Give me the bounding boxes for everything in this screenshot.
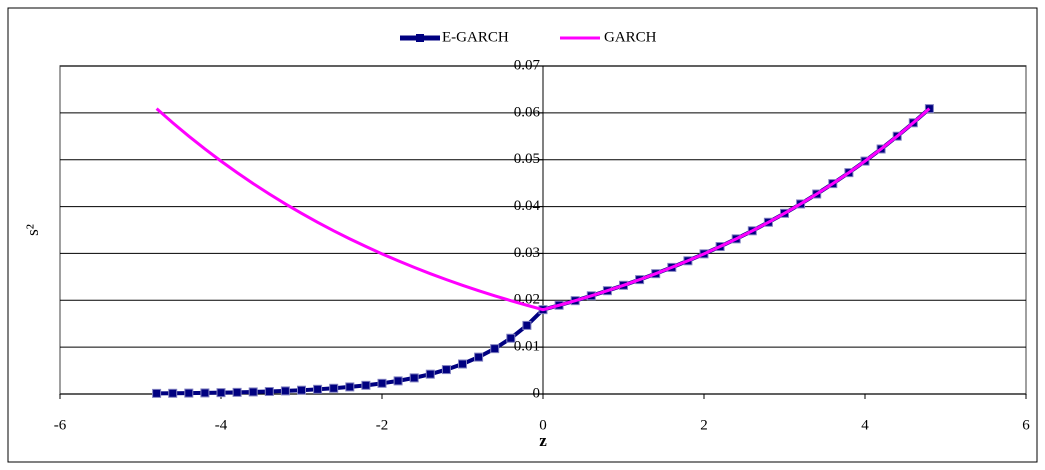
marker: [280, 386, 290, 396]
marker: [393, 376, 403, 386]
y-tick-label: 0: [533, 385, 541, 401]
x-axis-label: z: [539, 431, 547, 450]
marker: [200, 388, 210, 398]
marker: [313, 384, 323, 394]
marker: [506, 333, 516, 343]
x-tick-label: 0: [539, 417, 547, 433]
marker: [522, 320, 532, 330]
marker: [264, 387, 274, 397]
marker: [232, 387, 242, 397]
marker: [152, 388, 162, 398]
legend-marker: [416, 34, 424, 42]
legend-label: E-GARCH: [442, 29, 509, 45]
marker: [216, 388, 226, 398]
marker: [184, 388, 194, 398]
y-tick-label: 0.01: [514, 339, 540, 355]
legend-label: GARCH: [604, 29, 657, 45]
x-tick-label: 6: [1022, 417, 1030, 433]
marker: [490, 344, 500, 354]
x-tick-label: 2: [700, 417, 708, 433]
y-tick-label: 0.06: [514, 104, 541, 120]
x-tick-label: -4: [215, 417, 228, 433]
marker: [458, 359, 467, 369]
marker: [361, 380, 371, 390]
y-tick-label: 0.03: [514, 245, 540, 261]
marker: [441, 365, 451, 375]
marker: [425, 369, 435, 379]
series-line: [155, 107, 931, 312]
marker: [345, 382, 355, 392]
marker: [474, 352, 484, 362]
x-tick-label: -2: [376, 417, 389, 433]
x-tick-label: 4: [861, 417, 869, 433]
marker: [168, 388, 178, 398]
marker: [248, 387, 258, 397]
marker: [409, 373, 419, 383]
y-tick-label: 0.04: [514, 198, 541, 214]
marker: [377, 378, 387, 388]
y-tick-label: 0.05: [514, 151, 540, 167]
marker: [297, 385, 306, 395]
marker: [329, 383, 339, 393]
x-tick-label: -6: [54, 417, 67, 433]
y-axis-label: s²: [23, 224, 42, 236]
y-tick-label: 0.07: [514, 57, 541, 73]
